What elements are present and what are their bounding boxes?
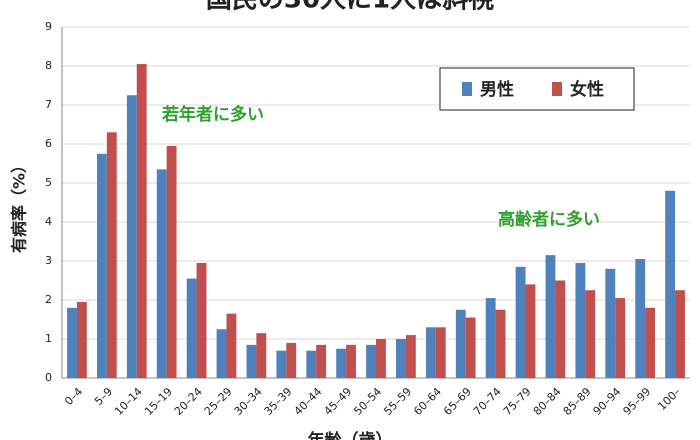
x-tick-label: 50–54	[351, 385, 384, 418]
bar	[67, 307, 77, 378]
x-tick-label: 90–94	[591, 385, 624, 418]
bar	[575, 262, 586, 378]
bar	[276, 350, 287, 378]
bar	[525, 284, 536, 378]
bar	[665, 190, 676, 378]
x-tick-label: 40–44	[292, 385, 325, 418]
bar	[585, 290, 596, 378]
legend-swatch	[462, 82, 472, 96]
legend-swatch	[552, 82, 562, 96]
x-tick-label: 75–79	[501, 385, 534, 418]
bar	[246, 344, 257, 378]
bar	[306, 350, 317, 378]
x-tick-label: 10–14	[112, 385, 145, 418]
bar	[545, 255, 556, 378]
y-tick-label: 1	[45, 332, 52, 345]
x-tick-label: 15–19	[142, 385, 175, 418]
bar	[76, 301, 87, 378]
bar	[256, 333, 267, 378]
y-tick-label: 3	[45, 254, 52, 267]
x-tick-label: 55–59	[381, 385, 414, 418]
annotation: 若年者に多い	[161, 104, 264, 125]
x-tick-label: 95–99	[621, 385, 654, 418]
y-tick-label: 6	[45, 137, 52, 150]
bar	[465, 317, 476, 378]
bar	[336, 348, 347, 378]
x-tick-label: 70–74	[471, 385, 504, 418]
x-tick-label: 60–64	[411, 385, 444, 418]
bar	[286, 342, 297, 378]
bar	[166, 145, 177, 378]
legend-label: 女性	[570, 79, 604, 100]
y-tick-label: 8	[45, 59, 52, 72]
bar	[455, 309, 466, 378]
bar	[645, 307, 656, 378]
bar	[126, 95, 137, 378]
x-tick-label: 100–	[655, 385, 683, 413]
bar	[186, 278, 197, 378]
y-tick-label: 9	[45, 20, 52, 33]
bar	[495, 309, 506, 378]
bar	[216, 329, 227, 378]
y-tick-label: 0	[45, 371, 52, 384]
x-tick-label: 45–49	[321, 385, 354, 418]
bar	[346, 344, 356, 378]
bar	[615, 298, 626, 378]
chart-title: 国民の30人に1人は斜視	[206, 0, 494, 15]
x-tick-label: 85–89	[561, 385, 594, 418]
x-axis-title: 年齢（歳）	[308, 430, 393, 440]
y-tick-label: 4	[45, 215, 52, 228]
bar	[376, 339, 386, 378]
bar	[106, 132, 117, 378]
y-tick-label: 7	[45, 98, 52, 111]
y-tick-label: 2	[45, 293, 52, 306]
x-tick-label: 25–29	[202, 385, 235, 418]
annotation: 高齢者に多い	[498, 209, 600, 230]
legend-box	[439, 67, 635, 111]
bar	[435, 327, 446, 378]
bar	[156, 169, 167, 378]
x-tick-label: 30–34	[232, 385, 265, 418]
bar	[196, 262, 207, 378]
bar	[555, 280, 566, 378]
bar	[425, 327, 436, 378]
x-tick-label: 0–4	[62, 385, 85, 408]
legend-label: 男性	[480, 79, 514, 100]
x-tick-label: 5–9	[92, 385, 115, 408]
bar	[485, 298, 496, 378]
bar	[96, 153, 107, 378]
bar	[605, 268, 616, 378]
bar	[226, 313, 237, 378]
bar	[366, 344, 376, 378]
bar	[316, 344, 327, 378]
bar	[396, 339, 406, 378]
bar	[515, 266, 526, 378]
y-tick-label: 5	[45, 176, 52, 189]
bar	[405, 335, 416, 378]
x-tick-label: 80–84	[531, 385, 564, 418]
x-tick-label: 35–39	[262, 385, 295, 418]
y-axis-title: 有病率（%）	[10, 157, 29, 253]
x-tick-label: 20–24	[172, 385, 205, 418]
x-tick-label: 65–69	[441, 385, 474, 418]
bar	[635, 259, 646, 378]
bar	[675, 290, 685, 378]
bar	[136, 64, 147, 379]
